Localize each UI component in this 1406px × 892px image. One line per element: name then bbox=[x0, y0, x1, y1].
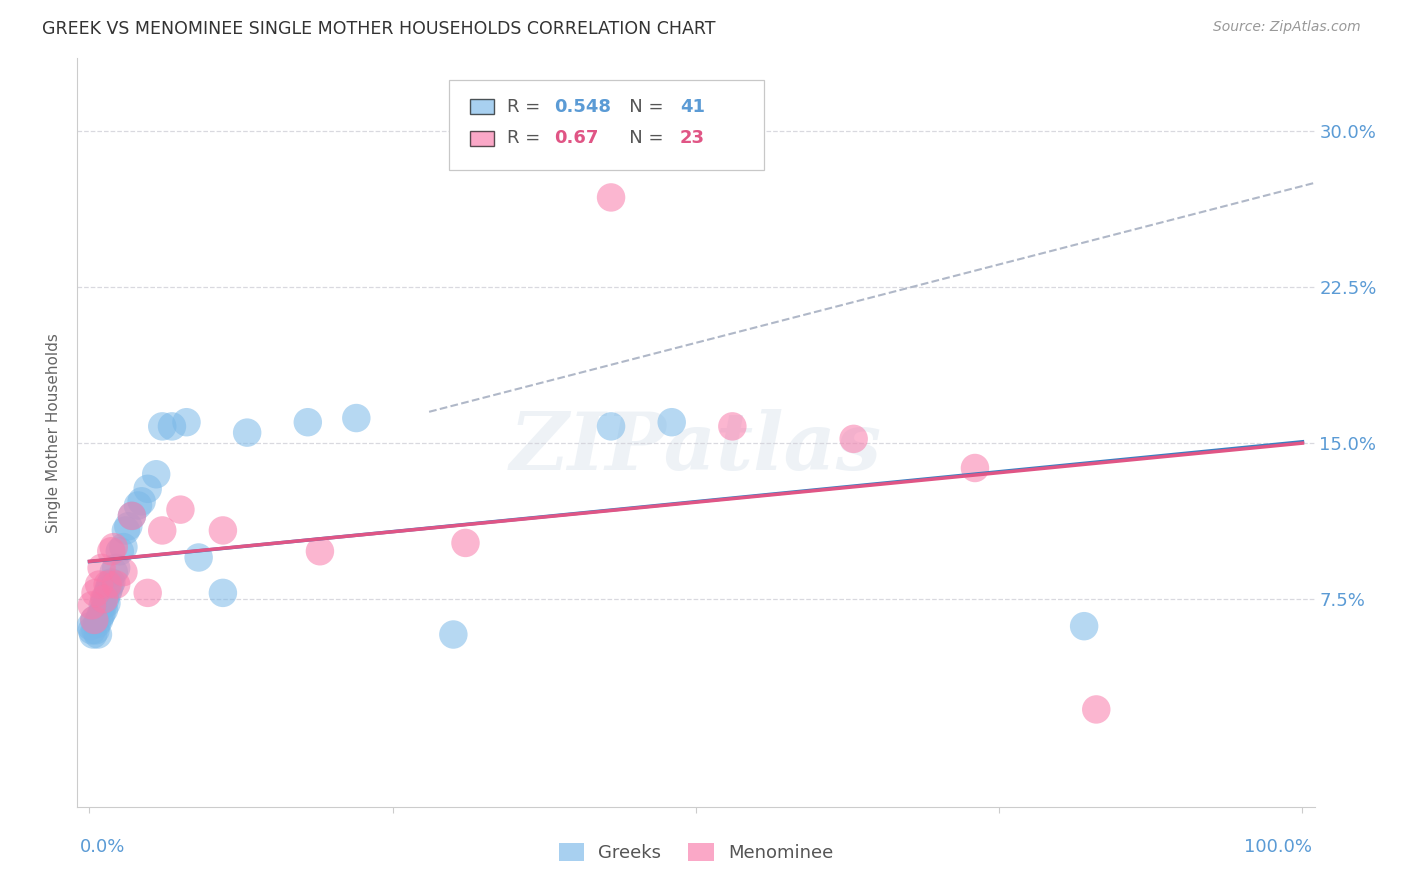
Point bbox=[661, 415, 683, 429]
Point bbox=[93, 602, 115, 616]
Point bbox=[1085, 702, 1108, 716]
Point bbox=[84, 624, 107, 638]
Text: Source: ZipAtlas.com: Source: ZipAtlas.com bbox=[1213, 20, 1361, 34]
Point bbox=[176, 415, 198, 429]
Text: R =: R = bbox=[506, 129, 546, 147]
Point bbox=[236, 425, 259, 440]
Point bbox=[1073, 619, 1095, 633]
FancyBboxPatch shape bbox=[470, 99, 495, 114]
Point bbox=[80, 624, 103, 638]
Point bbox=[112, 540, 135, 554]
Point bbox=[963, 461, 986, 475]
Point bbox=[187, 550, 209, 565]
Point bbox=[344, 411, 367, 425]
Point bbox=[82, 627, 104, 641]
Point bbox=[89, 608, 111, 623]
Point bbox=[93, 592, 115, 607]
Point bbox=[97, 586, 120, 600]
Point bbox=[103, 540, 125, 554]
Point bbox=[100, 575, 122, 590]
Point bbox=[150, 419, 173, 434]
Point bbox=[89, 577, 111, 591]
Text: 23: 23 bbox=[681, 129, 704, 147]
Text: R =: R = bbox=[506, 98, 546, 116]
Point bbox=[103, 565, 125, 579]
Point bbox=[100, 544, 122, 558]
Point bbox=[79, 619, 101, 633]
Point bbox=[441, 627, 464, 641]
Point bbox=[454, 536, 477, 550]
Point bbox=[121, 508, 143, 523]
Text: 0.0%: 0.0% bbox=[80, 838, 125, 856]
Point bbox=[98, 577, 121, 591]
Point bbox=[105, 577, 128, 591]
FancyBboxPatch shape bbox=[470, 130, 495, 145]
Point bbox=[131, 494, 153, 508]
Point bbox=[112, 565, 135, 579]
Point bbox=[117, 519, 139, 533]
Text: 41: 41 bbox=[681, 98, 704, 116]
Point bbox=[87, 627, 110, 641]
Point bbox=[84, 586, 107, 600]
Point bbox=[842, 432, 865, 446]
Text: 0.67: 0.67 bbox=[554, 129, 598, 147]
FancyBboxPatch shape bbox=[449, 80, 763, 170]
Point bbox=[80, 599, 103, 613]
Point bbox=[83, 613, 105, 627]
Point bbox=[600, 419, 623, 434]
Text: 0.548: 0.548 bbox=[554, 98, 610, 116]
Point bbox=[600, 190, 623, 204]
Point bbox=[97, 577, 120, 591]
Point bbox=[115, 524, 138, 538]
Point bbox=[212, 524, 235, 538]
Point bbox=[127, 499, 149, 513]
Point bbox=[136, 482, 159, 496]
Legend: Greeks, Menominee: Greeks, Menominee bbox=[551, 836, 841, 870]
Text: 100.0%: 100.0% bbox=[1244, 838, 1312, 856]
Point bbox=[83, 613, 105, 627]
Point bbox=[721, 419, 744, 434]
Point bbox=[108, 544, 131, 558]
Text: GREEK VS MENOMINEE SINGLE MOTHER HOUSEHOLDS CORRELATION CHART: GREEK VS MENOMINEE SINGLE MOTHER HOUSEHO… bbox=[42, 20, 716, 37]
Point bbox=[309, 544, 332, 558]
Point bbox=[150, 524, 173, 538]
Point bbox=[121, 508, 143, 523]
Text: N =: N = bbox=[612, 129, 669, 147]
Point bbox=[212, 586, 235, 600]
Point bbox=[89, 613, 111, 627]
Point bbox=[86, 617, 108, 632]
Point bbox=[94, 592, 117, 607]
Point bbox=[97, 582, 120, 596]
Text: N =: N = bbox=[612, 98, 669, 116]
Point bbox=[90, 607, 112, 621]
Point bbox=[136, 586, 159, 600]
Point bbox=[90, 561, 112, 575]
Point bbox=[297, 415, 319, 429]
Y-axis label: Single Mother Households: Single Mother Households bbox=[46, 333, 62, 533]
Text: ZIPatlas: ZIPatlas bbox=[510, 409, 882, 486]
Point bbox=[91, 599, 114, 613]
Point bbox=[96, 596, 118, 610]
Point bbox=[145, 467, 167, 482]
Point bbox=[105, 561, 128, 575]
Point bbox=[160, 419, 183, 434]
Point bbox=[169, 502, 191, 516]
